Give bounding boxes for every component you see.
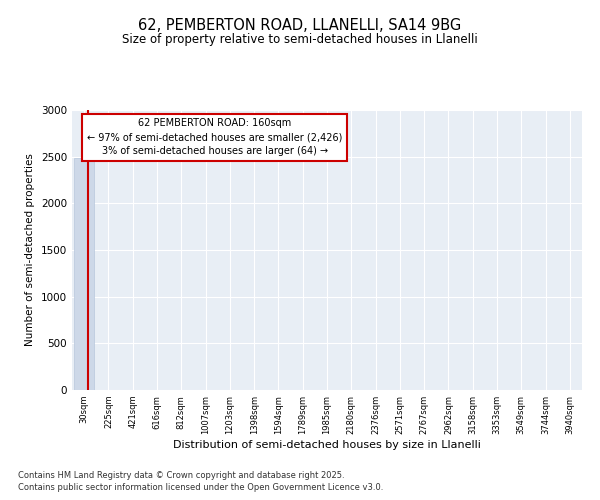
Text: 62 PEMBERTON ROAD: 160sqm
← 97% of semi-detached houses are smaller (2,426)
3% o: 62 PEMBERTON ROAD: 160sqm ← 97% of semi-… (87, 118, 343, 156)
Text: 62, PEMBERTON ROAD, LLANELLI, SA14 9BG: 62, PEMBERTON ROAD, LLANELLI, SA14 9BG (139, 18, 461, 32)
Text: Contains HM Land Registry data © Crown copyright and database right 2025.: Contains HM Land Registry data © Crown c… (18, 471, 344, 480)
Bar (74, 158, 94, 390)
Y-axis label: Number of semi-detached properties: Number of semi-detached properties (25, 154, 35, 346)
X-axis label: Distribution of semi-detached houses by size in Llanelli: Distribution of semi-detached houses by … (173, 440, 481, 450)
Text: Contains public sector information licensed under the Open Government Licence v3: Contains public sector information licen… (18, 484, 383, 492)
Text: Size of property relative to semi-detached houses in Llanelli: Size of property relative to semi-detach… (122, 32, 478, 46)
